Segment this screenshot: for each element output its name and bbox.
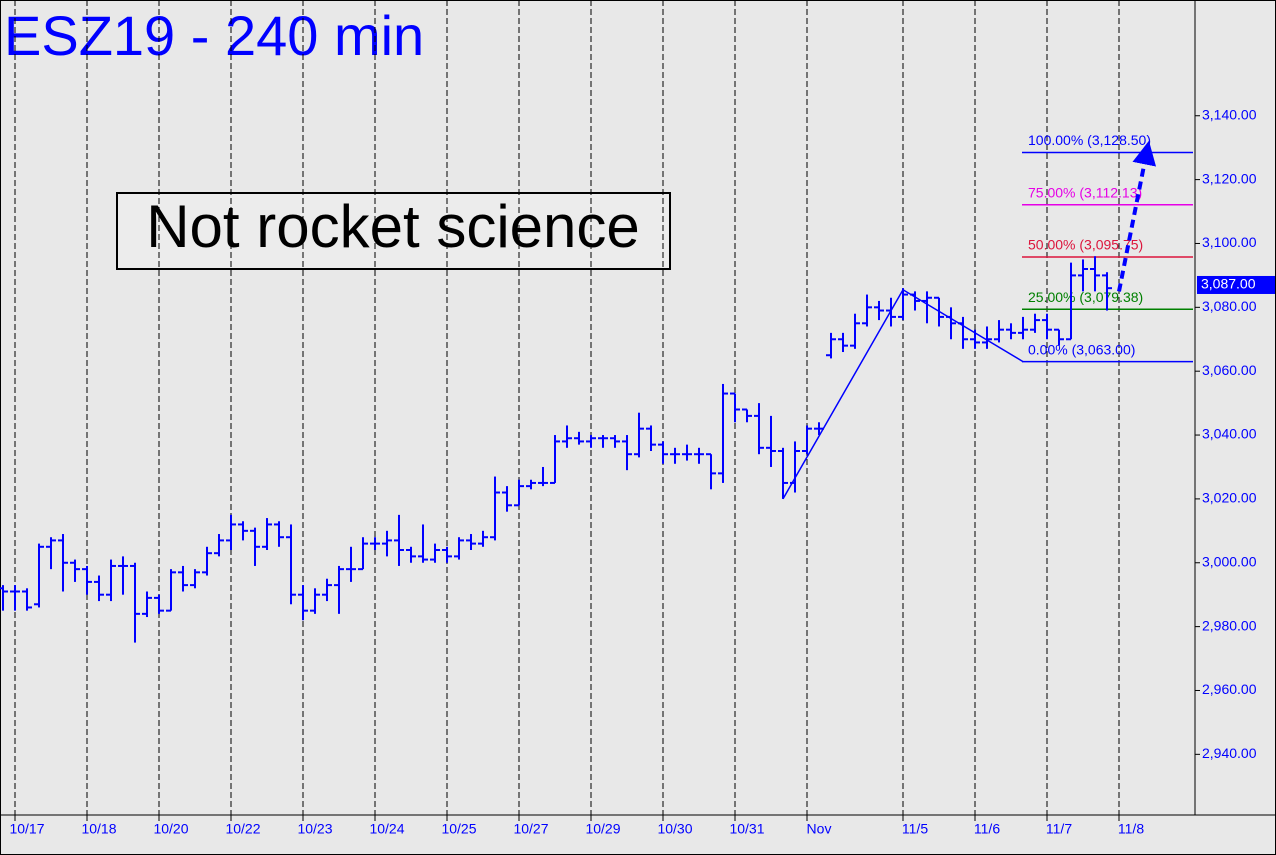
fib-label: 50.00% (3,095.75) xyxy=(1028,237,1143,253)
y-tick-label: 3,140.00 xyxy=(1202,106,1257,122)
y-tick-label: 3,120.00 xyxy=(1202,170,1257,186)
projection-arrow xyxy=(1117,140,1157,292)
x-tick-label: 11/5 xyxy=(902,821,928,837)
pattern-line xyxy=(782,288,1024,500)
x-tick-label: 11/7 xyxy=(1046,821,1072,837)
x-tick-label: 11/6 xyxy=(974,821,1000,837)
x-tick-label: 10/23 xyxy=(297,821,332,837)
fib-label: 100.00% (3,128.50) xyxy=(1028,132,1151,148)
y-tick-label: 3,000.00 xyxy=(1202,553,1257,569)
x-tick-label: 10/30 xyxy=(657,821,692,837)
x-tick-label: 10/27 xyxy=(513,821,548,837)
x-tick-label: 10/29 xyxy=(585,821,620,837)
chart-title: ESZ19 - 240 min xyxy=(4,4,424,67)
x-tick-label: 10/24 xyxy=(369,821,404,837)
x-tick-label: 10/22 xyxy=(225,821,260,837)
annotation-box xyxy=(116,192,671,270)
x-tick-label: 10/31 xyxy=(729,821,764,837)
x-tick-label: Nov xyxy=(807,821,832,837)
x-tick-label: 10/17 xyxy=(9,821,44,837)
last-price-label: 3,087.00 xyxy=(1201,276,1256,292)
y-tick-label: 3,100.00 xyxy=(1202,234,1257,250)
fib-label: 0.00% (3,063.00) xyxy=(1028,341,1135,357)
y-tick-label: 3,040.00 xyxy=(1202,426,1257,442)
y-tick-label: 2,940.00 xyxy=(1202,745,1257,761)
x-tick-label: 10/18 xyxy=(81,821,116,837)
fib-label: 25.00% (3,079.38) xyxy=(1028,289,1143,305)
last-price-tag xyxy=(1197,275,1275,294)
x-tick-label: 10/25 xyxy=(441,821,476,837)
annotation: Not rocket science xyxy=(146,193,640,260)
y-tick-label: 2,960.00 xyxy=(1202,681,1257,697)
x-tick-label: 11/8 xyxy=(1118,821,1144,837)
y-tick-label: 3,020.00 xyxy=(1202,490,1257,506)
y-tick-label: 2,980.00 xyxy=(1202,617,1257,633)
y-tick-label: 3,060.00 xyxy=(1202,362,1257,378)
fib-label: 75.00% (3,112.13) xyxy=(1028,184,1142,200)
x-tick-label: 10/20 xyxy=(153,821,188,837)
y-tick-label: 3,080.00 xyxy=(1202,298,1257,314)
